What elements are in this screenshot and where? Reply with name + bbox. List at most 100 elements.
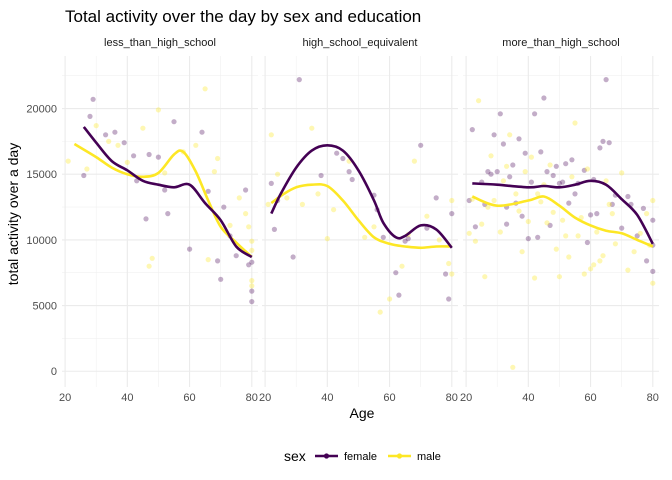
data-point-male (377, 309, 383, 315)
data-point-male (637, 230, 643, 236)
data-point-female (187, 246, 193, 252)
data-point-male (211, 169, 217, 175)
data-point-female (553, 163, 559, 169)
points-male (466, 98, 656, 370)
data-point-female (246, 262, 252, 268)
y-tick-label: 5000 (33, 301, 57, 313)
points-female (81, 96, 255, 305)
data-point-female (402, 238, 408, 244)
data-point-male (650, 197, 656, 204)
data-point-female (485, 169, 491, 175)
data-point-female (541, 95, 547, 101)
data-point-female (532, 111, 538, 117)
x-tick-label: 80 (446, 392, 458, 404)
data-point-male (309, 125, 315, 131)
data-point-female (233, 253, 239, 259)
data-point-male (215, 155, 221, 162)
data-point-female (165, 211, 171, 217)
smooth-line-male (270, 183, 452, 250)
data-point-male (446, 260, 452, 267)
data-point-male (331, 207, 337, 213)
data-point-male (399, 263, 405, 269)
data-point-male (497, 229, 503, 235)
x-tick-label: 40 (321, 392, 333, 404)
data-point-male (93, 123, 99, 129)
data-point-female (538, 149, 544, 155)
data-point-female (268, 180, 274, 186)
data-point-female (466, 197, 472, 204)
data-point-female (121, 140, 127, 146)
data-point-male (532, 275, 538, 281)
data-point-male (578, 215, 584, 221)
data-point-male (519, 249, 525, 255)
legend-key-female-dot (323, 453, 330, 459)
panel-strip-label: high_school_equivalent (303, 37, 418, 49)
y-tick-label: 10000 (26, 235, 57, 247)
points-male (265, 125, 455, 315)
data-point-female (563, 161, 569, 167)
data-point-female (205, 188, 211, 194)
data-point-female (556, 180, 563, 186)
data-point-female (162, 187, 168, 193)
data-point-male (584, 166, 591, 172)
data-point-male (631, 249, 637, 255)
x-tick-label: 20 (460, 392, 472, 404)
data-point-female (625, 193, 631, 200)
data-point-female (569, 157, 575, 163)
x-tick-label: 20 (259, 392, 271, 404)
data-point-female (644, 258, 650, 264)
x-tick-label: 40 (121, 392, 133, 404)
data-point-male (482, 274, 488, 280)
data-point-male (504, 163, 510, 169)
x-tick-label: 20 (59, 392, 71, 404)
y-axis-ticks: 0 5000 10000 15000 20000 (26, 104, 57, 379)
data-point-male (500, 178, 506, 184)
data-point-male (603, 178, 609, 184)
data-point-male (65, 158, 71, 164)
data-point-male (284, 195, 290, 201)
data-point-female (90, 96, 96, 102)
data-point-male (371, 224, 377, 230)
data-point-male (528, 154, 535, 160)
data-point-female (600, 138, 606, 144)
data-point-female (507, 174, 513, 180)
data-point-female (491, 132, 497, 138)
data-point-female (87, 113, 93, 119)
legend-item-female: female (315, 451, 377, 463)
data-point-female (522, 150, 528, 156)
data-point-male (485, 204, 491, 210)
data-point-female (218, 276, 224, 282)
data-point-male (606, 201, 612, 207)
data-point-male (268, 132, 274, 138)
data-point-female (243, 187, 249, 193)
data-point-female (349, 176, 355, 183)
data-point-male (491, 197, 497, 204)
data-point-male (146, 263, 152, 269)
data-point-male (507, 132, 513, 138)
data-point-female (584, 239, 591, 246)
panel-strip-label: less_than_high_school (104, 37, 216, 49)
data-point-female (572, 191, 578, 197)
data-point-male (162, 170, 168, 176)
data-point-female (103, 132, 109, 138)
points-male (65, 86, 255, 289)
data-point-male (522, 169, 528, 175)
data-point-female (494, 169, 500, 175)
legend-item-male: male (388, 451, 441, 463)
data-point-female (472, 224, 478, 230)
data-point-male (566, 254, 572, 260)
smooth-line-male (471, 195, 654, 248)
data-point-female (249, 299, 255, 305)
data-point-female (443, 271, 449, 277)
points-female (268, 77, 455, 302)
data-point-female (112, 129, 118, 135)
data-point-male (625, 267, 631, 273)
data-point-male (609, 211, 615, 217)
data-point-female (469, 127, 475, 133)
data-point-male (84, 166, 90, 172)
data-point-female (594, 211, 600, 217)
data-point-male (513, 191, 519, 197)
x-axis-title: Age (350, 405, 375, 421)
data-point-male (479, 221, 485, 227)
